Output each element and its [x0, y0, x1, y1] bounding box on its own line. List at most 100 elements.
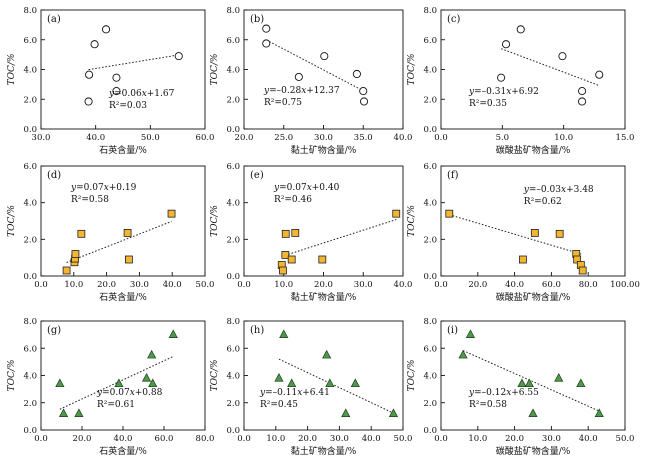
eq-independent-var: x	[307, 183, 312, 193]
eq-slope: =–0.28	[269, 86, 301, 96]
data-point	[174, 52, 183, 61]
data-point	[147, 349, 157, 359]
trend-line	[449, 214, 583, 256]
x-tick-label: 60.0	[196, 133, 215, 143]
data-point	[279, 329, 289, 338]
panel-label: (i)	[447, 325, 458, 336]
eq-intercept: +3.48	[566, 185, 594, 195]
panel-c: 0.0 5.0 10.0 15.0 0.0 2.0 4.0 6.0 8.0 碳酸盐矿物含量/% TO…	[407, 6, 634, 156]
y-tick-label: 8.0	[423, 317, 437, 327]
x-tick-label: 10.0	[468, 434, 487, 444]
y-tick-label: 0.0	[226, 426, 240, 436]
y-axis-label: TOC/%	[7, 54, 17, 86]
data-point	[167, 209, 176, 218]
x-tick-label: 40.0	[86, 133, 105, 143]
data-point	[465, 329, 476, 338]
y-tick-label: 2.0	[423, 235, 437, 245]
x-tick-label: 30.0	[314, 133, 333, 143]
x-tick-label: 0.0	[34, 434, 48, 444]
data-point	[112, 87, 121, 96]
x-tick-label: 0.0	[34, 280, 48, 290]
data-point	[262, 39, 271, 48]
y-axis-label: TOC/%	[407, 54, 417, 86]
x-tick-label: 10.0	[266, 434, 285, 444]
data-point	[287, 378, 297, 388]
eq-dependent-var: y	[108, 89, 115, 99]
data-point	[84, 97, 93, 106]
x-tick-label: 50.0	[616, 434, 635, 444]
data-point	[524, 378, 534, 388]
x-tick-label: 60.0	[155, 434, 174, 444]
regression-equation: y=0.06x+1.67	[108, 89, 175, 99]
data-point	[388, 408, 399, 417]
eq-dependent-var: y	[468, 87, 475, 97]
data-point	[517, 378, 527, 388]
data-point	[90, 40, 99, 49]
y-axis-label: TOC/%	[7, 360, 17, 392]
eq-independent-var: x	[506, 87, 511, 97]
eq-dependent-var: y	[273, 183, 280, 193]
x-axis-label: 黏土矿物含量/%	[291, 291, 357, 303]
r-squared-label: R²=0.58	[71, 195, 109, 205]
y-tick-label: 6.0	[226, 162, 240, 172]
data-point	[114, 378, 124, 388]
y-tick-label: 4.0	[423, 372, 437, 382]
data-point	[359, 87, 368, 96]
panel-label: (c)	[447, 14, 461, 25]
data-point	[528, 408, 538, 417]
x-tick-label: 30.0	[32, 133, 51, 143]
data-point	[558, 52, 567, 61]
y-tick-label: 2.0	[423, 399, 437, 409]
data-point	[318, 255, 327, 264]
panel-label: (b)	[250, 14, 264, 25]
plot-frame	[40, 165, 206, 277]
r-squared-label: R²=0.35	[469, 99, 507, 109]
r-squared-label: R²=0.75	[264, 98, 302, 108]
eq-intercept: +1.67	[147, 89, 175, 99]
y-tick-label: 2.0	[23, 399, 37, 409]
data-point	[281, 251, 290, 259]
eq-intercept: +12.37	[306, 86, 340, 96]
eq-dependent-var: y	[96, 388, 103, 398]
eq-slope: =–0.31	[474, 87, 506, 97]
eq-slope: =0.06	[114, 89, 142, 99]
y-tick-label: 4.0	[23, 372, 37, 382]
y-axis-label: TOC/%	[210, 360, 220, 392]
data-point	[112, 73, 121, 82]
data-point	[501, 40, 511, 49]
regression-equation: y=–0.11x+6.41	[259, 388, 330, 398]
x-tick-label: 40.0	[579, 434, 598, 444]
x-tick-label: 80.0	[579, 280, 598, 290]
data-point	[341, 408, 351, 417]
eq-slope: =–0.03	[529, 185, 561, 195]
x-tick-label: 20.0	[505, 434, 524, 444]
y-tick-label: 4.0	[23, 66, 37, 76]
trend-line	[500, 48, 600, 87]
y-tick-label: 0.0	[226, 272, 240, 282]
x-tick-label: 80.0	[196, 434, 215, 444]
eq-intercept: +6.55	[511, 388, 539, 398]
x-tick-label: 20.0	[314, 280, 333, 290]
x-tick-label: 50.0	[196, 280, 215, 290]
eq-independent-var: x	[301, 86, 306, 96]
data-point	[322, 349, 332, 359]
x-tick-label: 30.0	[330, 434, 349, 444]
x-tick-label: 40.0	[505, 280, 524, 290]
data-point	[578, 266, 587, 275]
panel-label: (a)	[47, 14, 61, 25]
r-squared-label: R²=0.62	[524, 197, 562, 207]
x-tick-label: 20.0	[235, 133, 254, 143]
y-axis-label: TOC/%	[210, 205, 220, 237]
panel-e: 0.0 10.0 20.0 30.0 40.0 0.0 2.0 4.0 6.0 黏土矿物含量/% T…	[210, 162, 412, 303]
data-point	[62, 266, 71, 275]
eq-slope: =0.07	[102, 388, 130, 398]
x-tick-label: 40.0	[114, 434, 133, 444]
y-tick-label: 0.0	[226, 125, 240, 135]
x-tick-label: 0.0	[434, 280, 448, 290]
x-axis-label: 碳酸盐矿物含量/%	[496, 144, 571, 156]
data-point	[518, 255, 527, 264]
data-point	[576, 378, 586, 388]
regression-equation: y=0.07x+0.88	[96, 388, 163, 398]
eq-independent-var: x	[506, 388, 511, 398]
panel-label: (h)	[250, 325, 264, 336]
